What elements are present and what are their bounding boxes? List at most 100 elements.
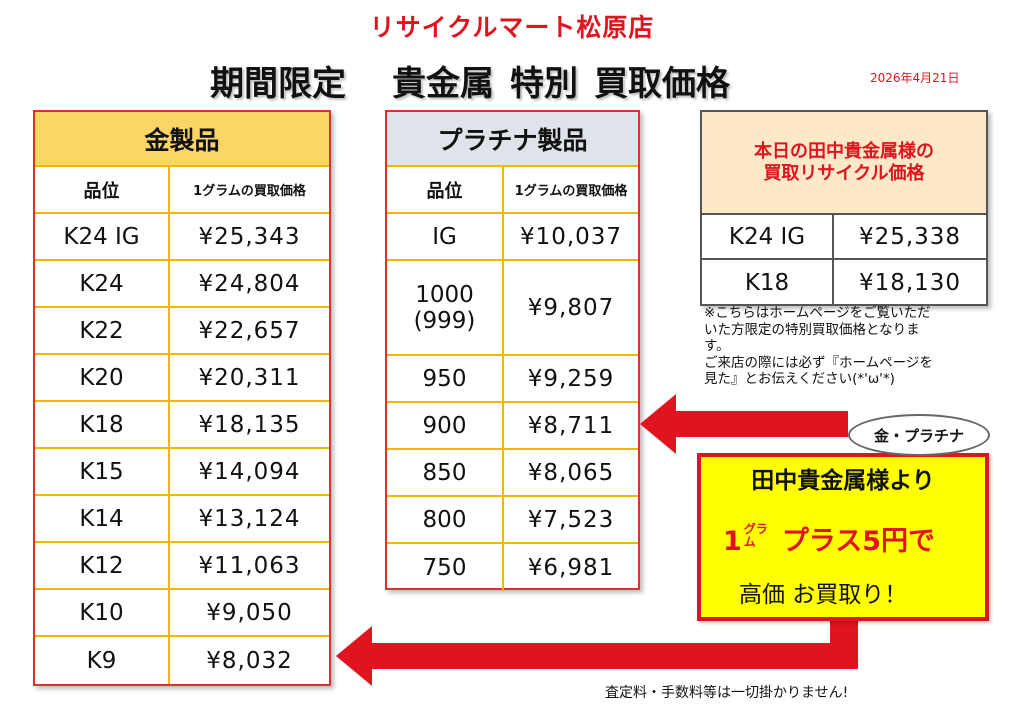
table-row: IG ¥10,037 xyxy=(387,214,638,261)
table-row: K24 IG ¥25,343 xyxy=(35,214,329,261)
gold-grade: K22 xyxy=(35,308,170,353)
tanaka-grade: K24 IG xyxy=(702,215,834,258)
platinum-grade: 800 xyxy=(387,497,504,542)
table-row: K15 ¥14,094 xyxy=(35,449,329,496)
tanaka-box-title: 本日の田中貴金属様の 買取リサイクル価格 xyxy=(702,112,986,215)
table-row: 1000 (999) ¥9,807 xyxy=(387,261,638,356)
gold-price: ¥11,063 xyxy=(198,552,301,579)
platinum-price-table: プラチナ製品 品位 1グラムの買取価格 IG ¥10,037 1000 (999)… xyxy=(385,110,640,591)
platinum-grade: IG xyxy=(387,214,504,259)
gold-grade: K14 xyxy=(35,496,170,541)
promo-amount: 1 xyxy=(723,526,742,557)
gold-price: ¥18,135 xyxy=(198,411,301,438)
promo-unit-top: グラ xyxy=(743,522,768,536)
table-row: 850 ¥8,065 xyxy=(387,450,638,497)
gold-grade: K24 IG xyxy=(35,214,170,259)
title-buy-price: 買取価格 xyxy=(594,64,730,104)
footer-note: 査定料・手数料等は一切掛かりません! xyxy=(605,685,849,701)
table-row: K10 ¥9,050 xyxy=(35,590,329,637)
promo-tagline: 高価 お買取り！ xyxy=(739,582,908,608)
table-row: K24 IG ¥25,338 xyxy=(702,215,986,260)
gold-price: ¥20,311 xyxy=(198,364,301,391)
date: 2026年4月21日 xyxy=(870,71,960,85)
platinum-grade: 950 xyxy=(387,356,504,401)
table-row: K9 ¥8,032 xyxy=(35,637,329,684)
gold-price: ¥24,804 xyxy=(198,270,301,297)
notice-text: ※こちらはホームページをご覧いただ いた方限定の特別買取価格となりま す。 ご来… xyxy=(704,305,994,388)
gold-price: ¥14,094 xyxy=(198,458,301,485)
notice-line: 見た』とお伝えください(*'ω'*) xyxy=(704,371,895,387)
table-row: 950 ¥9,259 xyxy=(387,356,638,403)
notice-line: す。 xyxy=(704,338,730,354)
table-row: 900 ¥8,711 xyxy=(387,403,638,450)
gold-price: ¥8,032 xyxy=(206,647,293,674)
gold-grade: K18 xyxy=(35,402,170,447)
gold-grade: K9 xyxy=(35,637,170,684)
platinum-grade: 900 xyxy=(387,403,504,448)
store-name: リサイクルマート松原店 xyxy=(369,13,655,42)
table-row: K22 ¥22,657 xyxy=(35,308,329,355)
gold-table-title: 金製品 xyxy=(35,112,329,167)
gold-grade: K24 xyxy=(35,261,170,306)
platinum-grade-main: 1000 xyxy=(415,281,474,308)
table-row: K12 ¥11,063 xyxy=(35,543,329,590)
table-row: K14 ¥13,124 xyxy=(35,496,329,543)
table-row: K18 ¥18,130 xyxy=(702,260,986,305)
promo-unit-bottom: ム xyxy=(743,535,756,549)
notice-line: いた方限定の特別買取価格となりま xyxy=(704,321,920,338)
platinum-grade-sub: (999) xyxy=(413,307,476,334)
platinum-price: ¥6,981 xyxy=(527,554,615,581)
gold-price-table: 金製品 品位 1グラムの買取価格 K24 IG ¥25,343 K24 ¥24,80… xyxy=(33,110,331,686)
platinum-price: ¥9,259 xyxy=(527,365,615,392)
gold-grade: K10 xyxy=(35,590,170,635)
platinum-price: ¥7,523 xyxy=(527,506,615,533)
notice-line: ※こちらはホームページをご覧いただ xyxy=(704,305,931,321)
tanaka-price: ¥25,338 xyxy=(858,223,962,250)
tanaka-price: ¥18,130 xyxy=(858,269,962,296)
platinum-table-header-row: 品位 1グラムの買取価格 xyxy=(387,167,638,214)
gold-col-price: 1グラムの買取価格 xyxy=(193,184,306,199)
gold-price: ¥25,343 xyxy=(198,223,301,250)
platinum-col-grade: 品位 xyxy=(387,167,504,212)
title-metals: 貴金属 xyxy=(392,64,494,104)
gold-price: ¥9,050 xyxy=(206,599,293,626)
promo-box: 田中貴金属様より 1 グラムプラス5円で 高価 お買取り！ xyxy=(697,453,989,621)
table-row: K24 ¥24,804 xyxy=(35,261,329,308)
gold-col-grade: 品位 xyxy=(35,167,170,212)
gold-grade: K20 xyxy=(35,355,170,400)
promo-plus: プラス5円で xyxy=(781,526,936,557)
arrow-to-gold-icon xyxy=(336,621,858,686)
table-row: K18 ¥18,135 xyxy=(35,402,329,449)
promo-bonus: 1 グラムプラス5円で xyxy=(723,519,935,558)
tanaka-reference-box: 本日の田中貴金属様の 買取リサイクル価格 K24 IG ¥25,338 K18 ¥1… xyxy=(700,110,988,306)
gold-grade: K12 xyxy=(35,543,170,588)
platinum-price: ¥9,807 xyxy=(527,294,615,321)
promo-unit: グラム xyxy=(744,523,768,549)
page-title: 期間限定 貴金属 特別 買取価格 xyxy=(210,56,730,105)
platinum-table-title: プラチナ製品 xyxy=(387,112,638,167)
promo-source: 田中貴金属様より xyxy=(751,468,935,494)
notice-line: ご来店の際には必ず『ホームページを xyxy=(704,354,933,371)
title-special: 特別 xyxy=(510,64,578,104)
gold-grade: K15 xyxy=(35,449,170,494)
table-row: K20 ¥20,311 xyxy=(35,355,329,402)
platinum-price: ¥10,037 xyxy=(519,223,623,250)
platinum-grade: 1000 (999) xyxy=(387,261,504,354)
tanaka-title-line1: 本日の田中貴金属様の xyxy=(754,140,934,162)
platinum-price: ¥8,711 xyxy=(527,412,615,439)
tanaka-grade: K18 xyxy=(702,260,834,305)
platinum-col-price: 1グラムの買取価格 xyxy=(514,184,628,199)
metal-type-bubble: 金・プラチナ xyxy=(848,414,990,456)
platinum-price: ¥8,065 xyxy=(527,459,615,486)
gold-price: ¥13,124 xyxy=(198,505,301,532)
table-row: 750 ¥6,981 xyxy=(387,544,638,591)
gold-price: ¥22,657 xyxy=(198,317,301,344)
gold-table-header-row: 品位 1グラムの買取価格 xyxy=(35,167,329,214)
platinum-grade: 850 xyxy=(387,450,504,495)
tanaka-title-line2: 買取リサイクル価格 xyxy=(763,162,925,184)
arrow-to-platinum-icon xyxy=(640,394,848,454)
title-limited: 期間限定 xyxy=(210,64,346,104)
table-row: 800 ¥7,523 xyxy=(387,497,638,544)
platinum-grade: 750 xyxy=(387,544,504,591)
